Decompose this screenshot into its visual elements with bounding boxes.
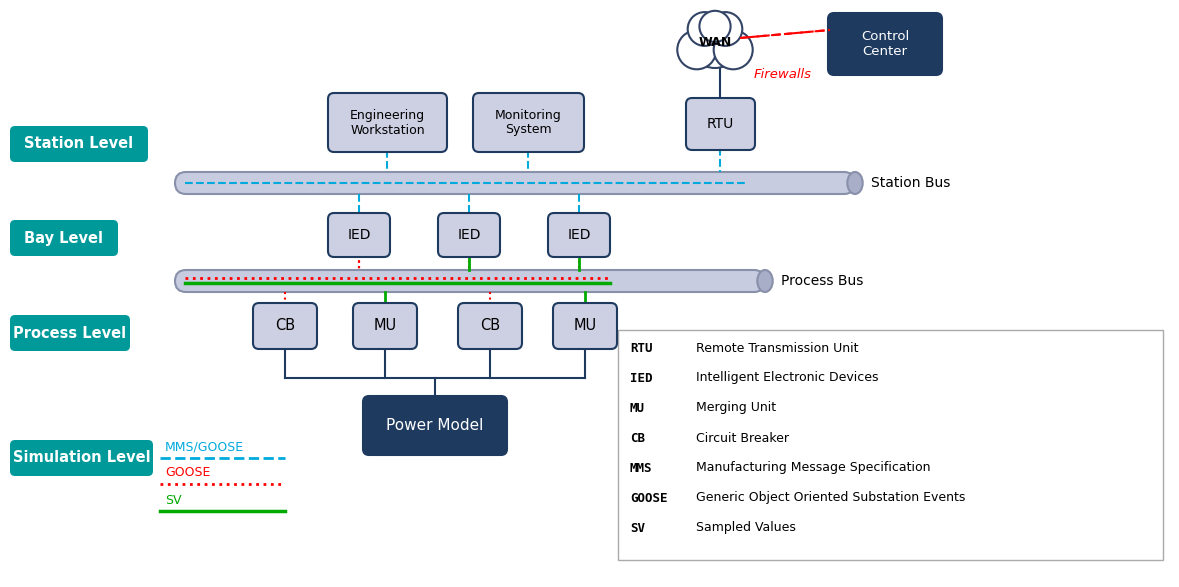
FancyBboxPatch shape (253, 303, 317, 349)
Text: CB: CB (480, 319, 500, 333)
Text: Circuit Breaker: Circuit Breaker (696, 431, 789, 444)
Text: WAN: WAN (698, 35, 732, 49)
Text: MU: MU (630, 402, 645, 414)
Text: Engineering
Workstation: Engineering Workstation (350, 109, 426, 137)
FancyBboxPatch shape (618, 330, 1162, 560)
Circle shape (713, 31, 752, 69)
Text: IED: IED (348, 228, 370, 242)
Text: GOOSE: GOOSE (630, 491, 667, 504)
FancyBboxPatch shape (457, 303, 522, 349)
FancyBboxPatch shape (363, 396, 507, 455)
Text: Manufacturing Message Specification: Manufacturing Message Specification (696, 461, 930, 474)
FancyBboxPatch shape (174, 270, 765, 292)
FancyBboxPatch shape (9, 315, 130, 351)
FancyBboxPatch shape (174, 172, 855, 194)
Text: SV: SV (165, 494, 182, 507)
Text: MMS/GOOSE: MMS/GOOSE (165, 440, 244, 454)
FancyBboxPatch shape (548, 213, 610, 257)
FancyBboxPatch shape (9, 126, 149, 162)
Text: IED: IED (457, 228, 481, 242)
Text: RTU: RTU (707, 117, 735, 131)
Text: Generic Object Oriented Substation Events: Generic Object Oriented Substation Event… (696, 491, 966, 504)
Text: MMS: MMS (630, 461, 652, 474)
FancyBboxPatch shape (439, 213, 500, 257)
Ellipse shape (757, 270, 772, 292)
Text: Process Level: Process Level (13, 326, 126, 340)
Text: Station Bus: Station Bus (871, 176, 950, 190)
Text: Process Bus: Process Bus (780, 274, 863, 288)
FancyBboxPatch shape (328, 93, 447, 152)
Text: Power Model: Power Model (387, 418, 483, 433)
Text: GOOSE: GOOSE (165, 467, 210, 480)
FancyBboxPatch shape (328, 213, 390, 257)
Circle shape (687, 12, 722, 46)
Circle shape (699, 11, 731, 42)
FancyBboxPatch shape (686, 98, 755, 150)
Text: Intelligent Electronic Devices: Intelligent Electronic Devices (696, 372, 878, 384)
Text: RTU: RTU (630, 342, 652, 355)
FancyBboxPatch shape (9, 220, 118, 256)
Text: IED: IED (630, 372, 652, 384)
Text: Remote Transmission Unit: Remote Transmission Unit (696, 342, 858, 355)
Text: Station Level: Station Level (25, 137, 133, 151)
Circle shape (689, 16, 740, 68)
Circle shape (709, 12, 743, 46)
Text: MU: MU (573, 319, 597, 333)
Text: Bay Level: Bay Level (25, 231, 104, 245)
FancyBboxPatch shape (553, 303, 617, 349)
Text: Sampled Values: Sampled Values (696, 521, 796, 535)
Text: IED: IED (567, 228, 591, 242)
Text: Merging Unit: Merging Unit (696, 402, 776, 414)
FancyBboxPatch shape (353, 303, 417, 349)
Text: MU: MU (374, 319, 396, 333)
Text: CB: CB (630, 431, 645, 444)
Circle shape (677, 31, 717, 69)
Text: SV: SV (630, 521, 645, 535)
FancyBboxPatch shape (473, 93, 584, 152)
Text: Monitoring
System: Monitoring System (495, 109, 562, 137)
FancyBboxPatch shape (828, 13, 942, 75)
Text: Control
Center: Control Center (861, 30, 909, 58)
FancyBboxPatch shape (9, 440, 153, 476)
Ellipse shape (848, 172, 863, 194)
Text: Simulation Level: Simulation Level (13, 450, 150, 465)
Text: CB: CB (275, 319, 295, 333)
Text: Firewalls: Firewalls (755, 69, 812, 82)
